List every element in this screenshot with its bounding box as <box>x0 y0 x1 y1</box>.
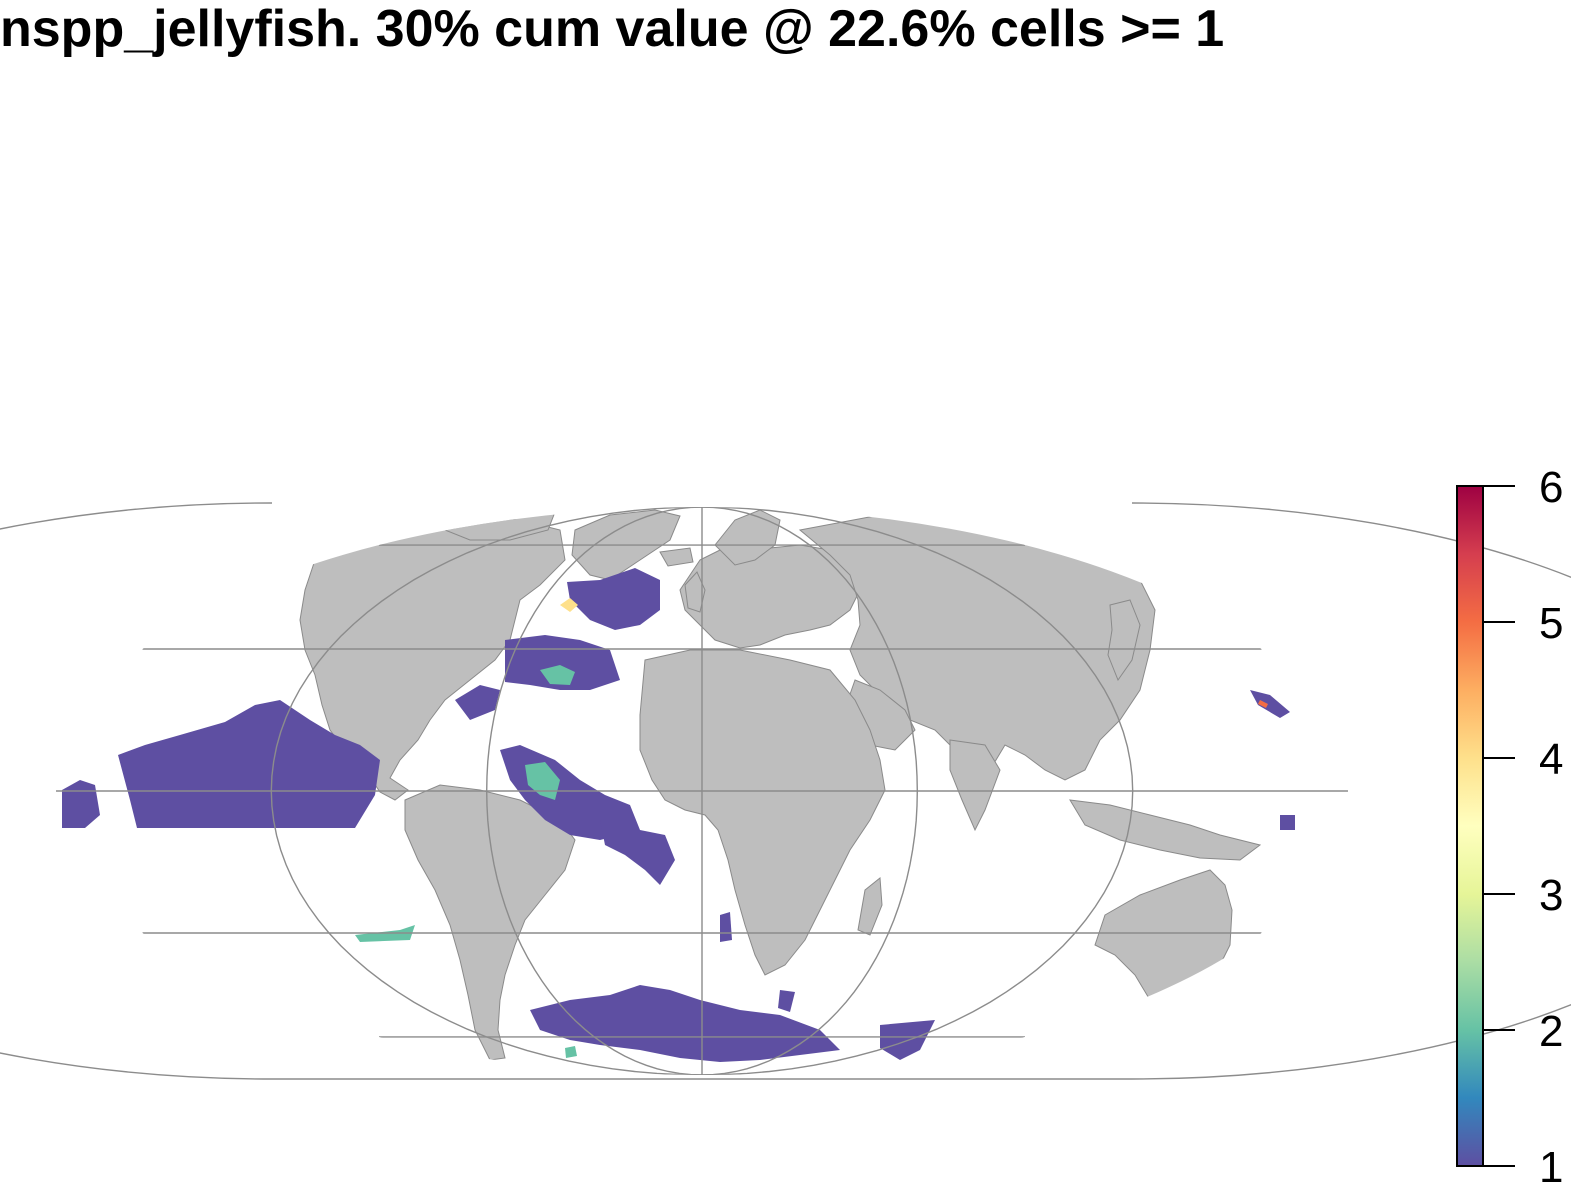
raster-cell-south-atlantic-island <box>720 912 732 942</box>
graticule-meridian <box>701 507 1134 1075</box>
raster-cell-pacific-islands <box>1280 815 1295 830</box>
land-layer <box>299 507 1263 1158</box>
raster-cell-gulf-guinea <box>600 820 675 885</box>
graticule <box>56 507 1348 1075</box>
colorbar-ticks: 1 2 3 4 5 6 <box>1483 463 1563 1189</box>
raster-cell-kerguelen <box>778 990 795 1012</box>
raster-cell-galapagos-west <box>62 780 100 828</box>
map-body <box>56 225 1348 1158</box>
raster-cell-east-tropical-pacific <box>118 700 380 828</box>
raster-cell-south-atlantic <box>530 985 840 1062</box>
land-africa <box>639 649 886 976</box>
land-japan <box>1107 599 1141 682</box>
raster-cell-nw-pacific-hot <box>1258 700 1268 708</box>
raster-cell-north-atlantic <box>567 568 660 630</box>
graticule-meridian <box>270 507 703 1075</box>
colorbar-tick-label: 1 <box>1539 1143 1563 1189</box>
raster-cell-nw-pacific <box>1250 690 1290 718</box>
colorbar-tick-label: 6 <box>1539 463 1563 512</box>
colorbar-tick-label: 2 <box>1539 1007 1563 1056</box>
land-madagascar <box>857 877 883 936</box>
raster-cell-mid-atlantic-green <box>540 665 575 685</box>
land-scandinavia <box>714 509 781 566</box>
colorbar-frame <box>1456 485 1484 1167</box>
land-antarctica <box>480 1098 1000 1158</box>
land-india <box>949 739 1001 832</box>
colorbar: 1 2 3 4 5 6 <box>1456 463 1563 1189</box>
land-new-zealand <box>1237 949 1263 991</box>
colorbar-tick-label: 5 <box>1539 599 1563 648</box>
graticule-meridian <box>485 507 703 1075</box>
raster-cell-caribbean-atlantic <box>455 685 500 720</box>
map-title: nspp_jellyfish. 30% cum value @ 22.6% ce… <box>0 0 1225 58</box>
graticule-meridian <box>701 507 919 1075</box>
raster-cell-labrador-hot <box>560 598 578 612</box>
raster-cell-south-pacific-1 <box>270 1045 340 1065</box>
land-north-america <box>299 514 566 801</box>
colorbar-tick-label: 4 <box>1539 735 1563 784</box>
raster-cell-north-pacific <box>118 225 338 335</box>
land-se-asia-islands <box>1069 799 1262 861</box>
land-europe <box>679 544 861 649</box>
colorbar-fill <box>1457 486 1483 1166</box>
colorbar-tick-label: 3 <box>1539 871 1563 920</box>
land-iceland <box>659 547 694 567</box>
raster-cell-tasman-green <box>1232 965 1258 992</box>
raster-cell-scotia <box>565 1046 577 1058</box>
map-outline <box>0 502 1571 1080</box>
